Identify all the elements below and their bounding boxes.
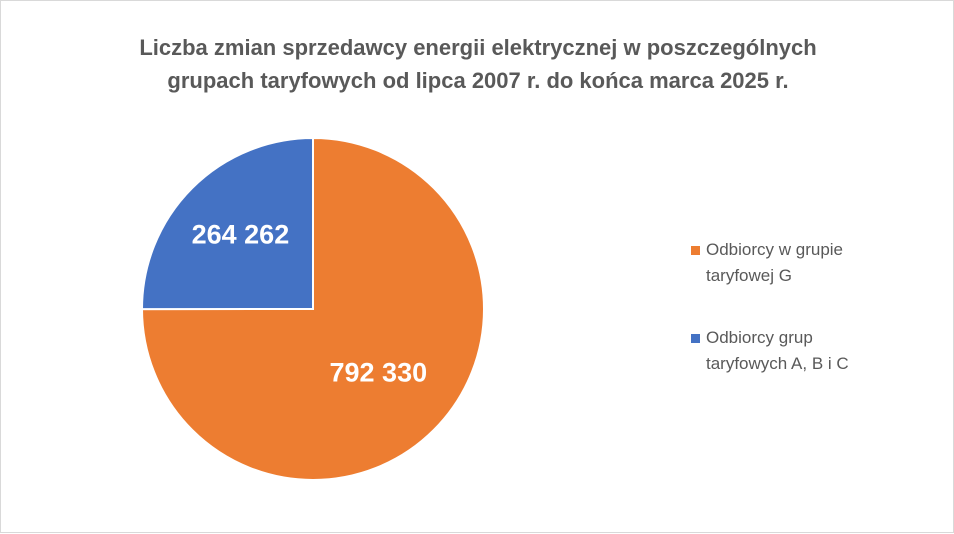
chart-title-line-1: Liczba zmian sprzedawcy energii elektryc… (139, 35, 817, 60)
legend-label-group-abc: Odbiorcy grup taryfowych A, B i C (706, 325, 886, 377)
pie-slice-group-g (140, 136, 485, 481)
data-label-group-abc: 264 262 (192, 220, 290, 250)
legend-item-group-abc: Odbiorcy grup taryfowych A, B i C (691, 325, 886, 377)
legend-item-group-g: Odbiorcy w grupie taryfowej G (691, 237, 886, 289)
legend-label-group-g: Odbiorcy w grupie taryfowej G (706, 237, 886, 289)
data-label-group-g: 792 330 (330, 357, 428, 387)
legend-label-group-abc-line-1: Odbiorcy grup (706, 328, 813, 347)
legend-swatch-group-abc (691, 334, 700, 343)
legend-label-group-g-line-2: taryfowej G (706, 266, 792, 285)
legend-label-group-abc-line-2: taryfowych A, B i C (706, 354, 849, 373)
legend-label-group-g-line-1: Odbiorcy w grupie (706, 240, 844, 259)
chart-title: Liczba zmian sprzedawcy energii elektryc… (1, 31, 954, 97)
pie-slice-group-abc (140, 136, 314, 311)
legend: Odbiorcy w grupie taryfowej G Odbiorcy g… (691, 237, 886, 377)
chart-title-line-2: grupach taryfowych od lipca 2007 r. do k… (167, 68, 789, 93)
legend-swatch-group-g (691, 246, 700, 255)
